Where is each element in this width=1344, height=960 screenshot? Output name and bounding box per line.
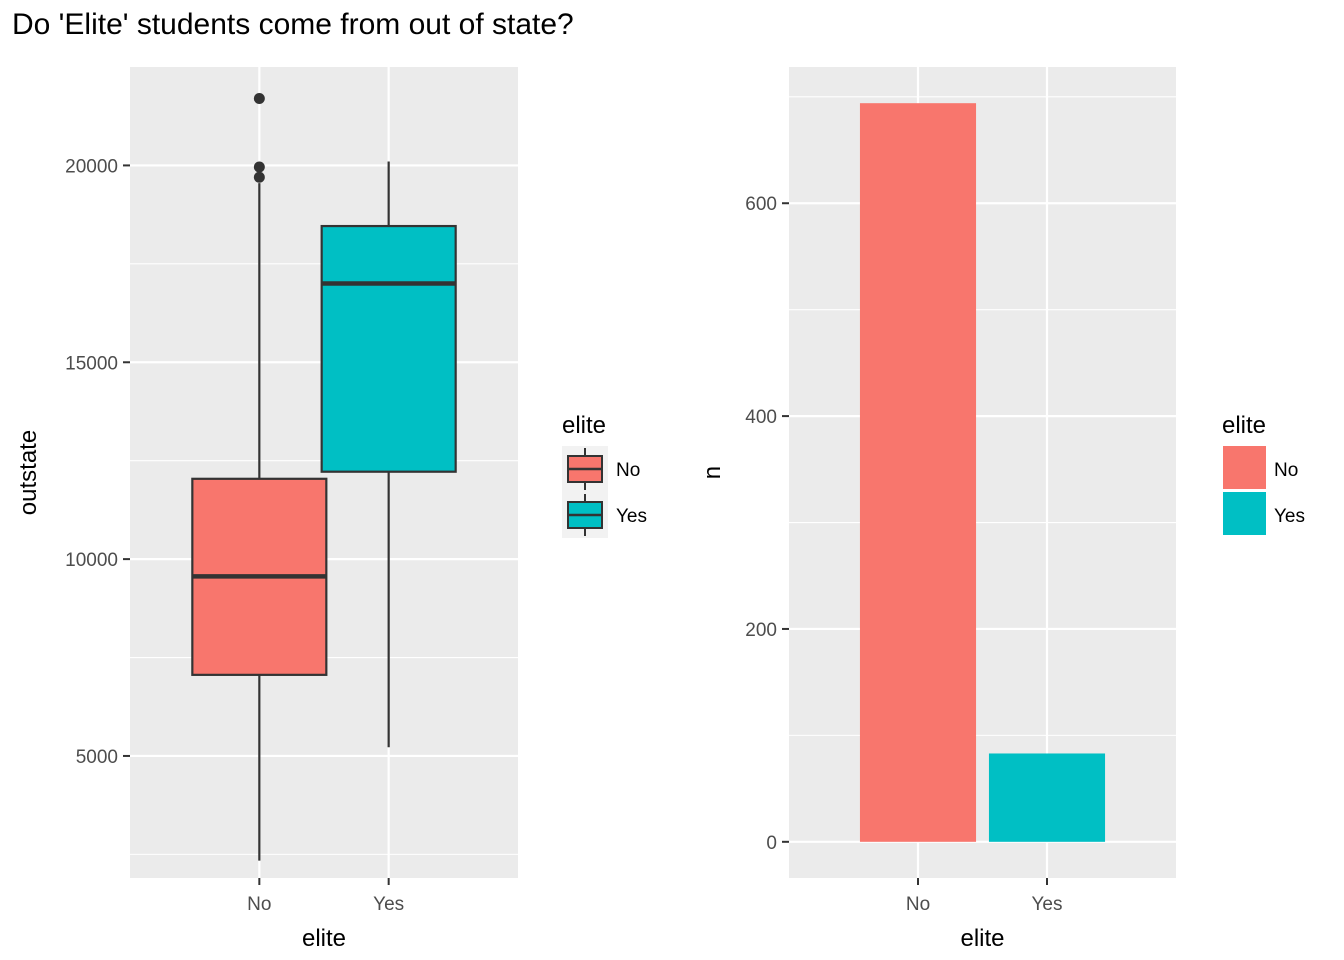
box-yes: [320, 224, 457, 473]
y-tick-label: 15000: [65, 353, 118, 374]
boxplot-chart: 5000 10000 15000 20000 No Yes elite outstate eli…: [15, 67, 647, 952]
y-tick-label: 20000: [65, 156, 118, 177]
bar-yes: [988, 753, 1106, 842]
outlier-point: [253, 92, 265, 104]
bar-no: [859, 103, 977, 842]
y-tick-label: 0: [766, 833, 777, 854]
y-tick-label: 400: [745, 407, 777, 428]
y-tick-label: 5000: [76, 747, 118, 768]
y-tick-label: 600: [745, 194, 777, 215]
x-tick-label: No: [906, 894, 930, 915]
y-axis-title: n: [699, 466, 726, 479]
legend-key-no: [1223, 446, 1266, 489]
y-axis-title: outstate: [15, 430, 42, 515]
x-axis-title: elite: [302, 925, 346, 952]
plot-panel: [789, 67, 1176, 878]
x-tick-label: No: [247, 894, 271, 915]
legend-label: Yes: [616, 506, 647, 527]
legend-key-yes: [1223, 492, 1266, 535]
x-axis-title: elite: [960, 925, 1004, 952]
outlier-point: [253, 171, 265, 183]
figure-title: Do 'Elite' students come from out of sta…: [12, 8, 574, 41]
legend-title: elite: [562, 412, 606, 439]
legend-title: elite: [1222, 412, 1266, 439]
bar-chart: 0 200 400 600 No Yes elite n elite No Yes: [699, 67, 1305, 952]
legend-label: Yes: [1274, 506, 1305, 527]
legend-label: No: [1274, 460, 1298, 481]
x-tick-label: Yes: [1032, 894, 1063, 915]
legend-label: No: [616, 460, 640, 481]
x-tick-label: Yes: [373, 894, 404, 915]
y-tick-label: 10000: [65, 550, 118, 571]
y-tick-label: 200: [745, 620, 777, 641]
outlier-point: [253, 161, 265, 173]
